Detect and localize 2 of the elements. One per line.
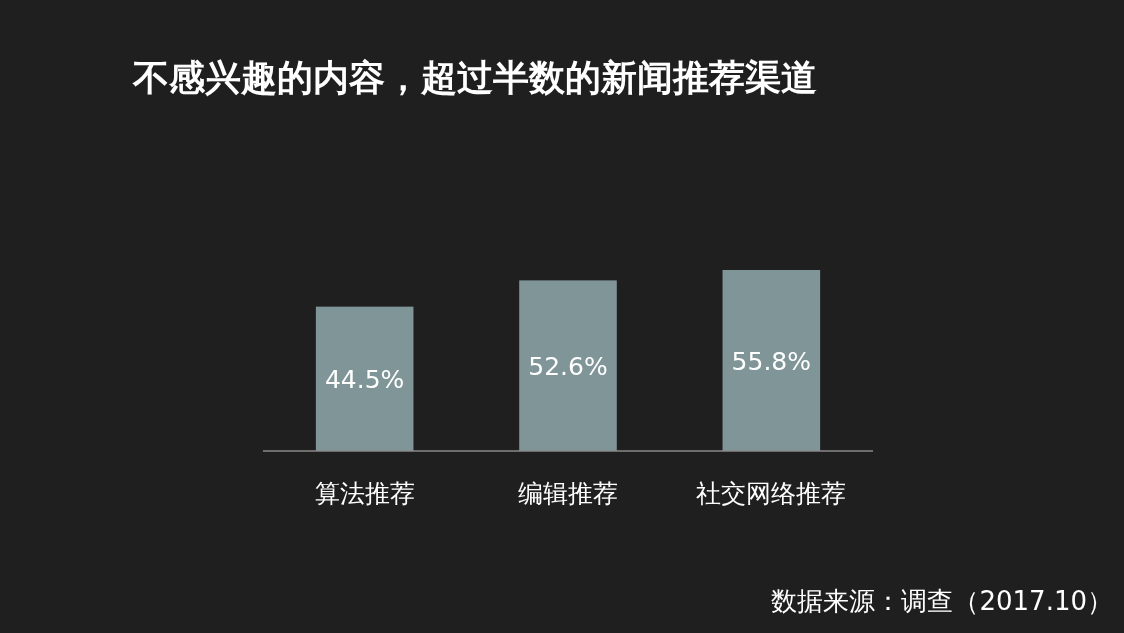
annotation: 数据来源：调查（2017.10） <box>771 586 1113 616</box>
title: 不感兴趣的内容，超过半数的新闻推荐渠道 <box>133 57 817 98</box>
